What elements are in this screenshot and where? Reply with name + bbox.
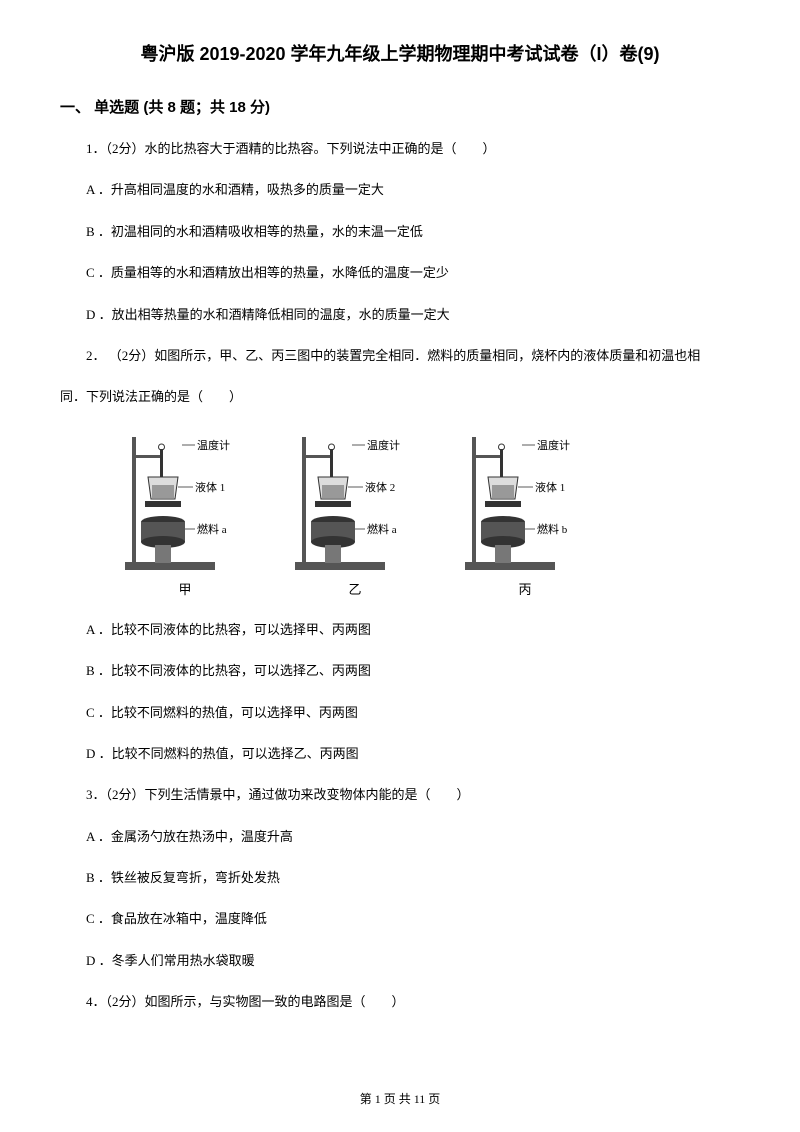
q3-option-a: A ．金属汤勺放在热汤中，温度升高 (60, 825, 740, 848)
page-footer: 第 1 页 共 11 页 (0, 1090, 800, 1107)
q1-option-a: A ．升高相同温度的水和酒精，吸热多的质量一定大 (60, 178, 740, 201)
svg-text:液体 2: 液体 2 (365, 480, 395, 494)
apparatus-yi-icon: 温度计 液体 2 燃料 a (290, 427, 420, 577)
page-title: 粤沪版 2019-2020 学年九年级上学期物理期中考试试卷（I）卷(9) (60, 40, 740, 66)
svg-text:温度计: 温度计 (197, 438, 230, 452)
svg-text:液体 1: 液体 1 (195, 480, 225, 494)
svg-text:温度计: 温度计 (367, 438, 400, 452)
svg-text:燃料 a: 燃料 a (197, 522, 227, 536)
diagram-jia-label: 甲 (178, 579, 191, 598)
diagram-bing-label: 丙 (518, 579, 531, 598)
q2-text-line1: 2． （2分）如图所示，甲、乙、丙三图中的装置完全相同．燃料的质量相同，烧杯内的… (60, 344, 740, 367)
q2-text-line2: 同．下列说法正确的是（ ） (60, 385, 740, 408)
diagram-bing: 温度计 液体 1 燃料 b 丙 (460, 427, 590, 598)
q1-option-c: C ．质量相等的水和酒精放出相等的热量，水降低的温度一定少 (60, 261, 740, 284)
q3-text: 3．（2分）下列生活情景中，通过做功来改变物体内能的是（ ） (60, 783, 740, 806)
svg-text:温度计: 温度计 (537, 438, 570, 452)
q2-option-d: D ．比较不同燃料的热值，可以选择乙、丙两图 (60, 742, 740, 765)
apparatus-jia-icon: 温度计 液体 1 燃料 a (120, 427, 250, 577)
svg-text:燃料 a: 燃料 a (367, 522, 397, 536)
q1-text: 1．（2分）水的比热容大于酒精的比热容。下列说法中正确的是（ ） (60, 137, 740, 160)
q3-option-d: D ．冬季人们常用热水袋取暖 (60, 949, 740, 972)
q1-option-b: B ．初温相同的水和酒精吸收相等的热量，水的末温一定低 (60, 220, 740, 243)
diagram-yi-label: 乙 (348, 579, 361, 598)
diagram-jia: 温度计 液体 1 燃料 a 甲 (120, 427, 250, 598)
q2-option-b: B ．比较不同液体的比热容，可以选择乙、丙两图 (60, 659, 740, 682)
apparatus-bing-icon: 温度计 液体 1 燃料 b (460, 427, 590, 577)
q2-option-c: C ．比较不同燃料的热值，可以选择甲、丙两图 (60, 701, 740, 724)
svg-text:液体 1: 液体 1 (535, 480, 565, 494)
q3-option-b: B ．铁丝被反复弯折，弯折处发热 (60, 866, 740, 889)
q1-option-d: D ．放出相等热量的水和酒精降低相同的温度，水的质量一定大 (60, 303, 740, 326)
q4-text: 4．（2分）如图所示，与实物图一致的电路图是（ ） (60, 990, 740, 1013)
q2-diagrams: 温度计 液体 1 燃料 a 甲 温度计 液体 2 燃料 a (120, 427, 740, 598)
q2-option-a: A ．比较不同液体的比热容，可以选择甲、丙两图 (60, 618, 740, 641)
section-header: 一、 单选题 (共 8 题；共 18 分) (60, 96, 740, 117)
svg-text:燃料 b: 燃料 b (537, 522, 568, 536)
q3-option-c: C ．食品放在冰箱中，温度降低 (60, 907, 740, 930)
diagram-yi: 温度计 液体 2 燃料 a 乙 (290, 427, 420, 598)
